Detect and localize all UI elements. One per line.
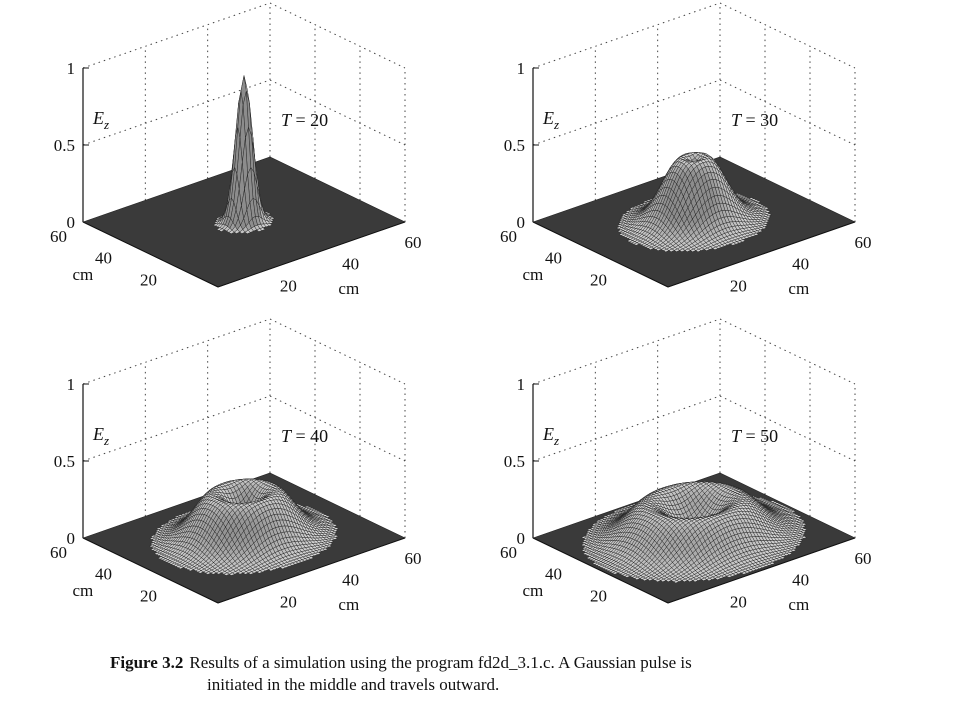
grid-mid-level: [532, 79, 856, 146]
time-label: T = 50: [731, 426, 778, 446]
surface-cell: [218, 228, 225, 232]
z-tick-label: 0.5: [504, 452, 525, 471]
surface-cell: [729, 242, 737, 246]
grid-mid-level: [532, 395, 856, 462]
y-tick-label: 60: [50, 227, 67, 246]
surface-cell: [647, 246, 655, 250]
surface-mesh: [580, 481, 808, 584]
surface-cell: [668, 248, 675, 253]
x-tick-label: 20: [280, 276, 297, 295]
surface-mesh: [148, 478, 340, 576]
x-tick-label: 40: [792, 255, 809, 274]
time-label: T = 40: [281, 426, 328, 446]
right-front-axis: [217, 221, 406, 288]
grid-mid-level: [82, 395, 406, 462]
y-axis-label: cm: [73, 581, 94, 600]
grid-top-back-edges: [532, 318, 856, 385]
y-tick-label: 40: [545, 249, 562, 268]
x-tick-label: 40: [342, 571, 359, 590]
x-axis-label: cm: [338, 279, 359, 298]
z-tick-label: 0: [67, 213, 76, 232]
grid-mid-level: [82, 79, 406, 146]
surface-cell: [712, 246, 719, 250]
y-tick-label: 60: [500, 227, 517, 246]
surface-cell: [695, 248, 702, 253]
surface-cell: [679, 248, 686, 252]
x-tick-label: 20: [280, 592, 297, 611]
time-label: T = 30: [731, 110, 778, 130]
z-tick-label: 0.5: [504, 136, 525, 155]
grid-top-back-edges: [532, 2, 856, 69]
y-tick-label: 20: [140, 586, 157, 605]
surface-cell: [684, 248, 691, 252]
z-tick-label: 0.5: [54, 452, 75, 471]
x-tick-label: 40: [342, 255, 359, 274]
z-axis-label: Ez: [92, 424, 109, 448]
y-tick-label: 20: [590, 270, 607, 289]
y-tick-label: 20: [140, 270, 157, 289]
grid-top-back-edges: [82, 318, 406, 385]
surface-cell: [633, 242, 640, 246]
z-tick-label: 1: [517, 375, 526, 394]
surface-mesh: [615, 152, 773, 253]
surface-cell: [655, 247, 662, 251]
surface-cell: [244, 230, 251, 234]
x-tick-label: 20: [730, 276, 747, 295]
surface-mesh: [212, 75, 276, 234]
right-front-axis: [667, 221, 856, 288]
left-front-axis: [82, 221, 219, 288]
z-tick-label: 1: [67, 59, 76, 78]
left-front-axis: [532, 221, 669, 288]
y-axis-label: cm: [73, 265, 94, 284]
chart-panel-3: 1 0.5 0 Ez T = 40 60 40 20 20 40 60 cm cm: [50, 318, 422, 614]
surface-cell: [673, 248, 681, 252]
grid-top-back-edges: [82, 2, 406, 69]
z-tick-label: 0: [67, 529, 76, 548]
surface-cell: [703, 247, 711, 251]
x-tick-label: 60: [405, 549, 422, 568]
x-axis-label: cm: [788, 279, 809, 298]
time-label: T = 20: [281, 110, 328, 130]
surface-cell: [689, 248, 697, 253]
z-tick-label: 0.5: [54, 136, 75, 155]
x-axis-label: cm: [338, 595, 359, 614]
chart-panel-1: 1 0.5 0 Ez T = 20 60 40 20 20 40 60 cm cm: [50, 2, 422, 298]
surface-cell: [228, 230, 235, 234]
z-tick-label: 0: [517, 529, 526, 548]
z-tick-label: 0: [517, 213, 526, 232]
surface-cell: [256, 228, 263, 232]
z-axis-label: Ez: [542, 108, 559, 132]
y-axis-label: cm: [523, 265, 544, 284]
surface-cell: [239, 229, 246, 234]
chart-panel-2: 1 0.5 0 Ez T = 30 60 40 20 20 40 60 cm cm: [500, 2, 872, 298]
z-axis-label: Ez: [92, 108, 109, 132]
surface-cell: [663, 248, 670, 253]
z-tick-label: 1: [517, 59, 526, 78]
y-tick-label: 60: [50, 543, 67, 562]
surface-cell: [233, 229, 241, 234]
y-tick-label: 40: [95, 249, 112, 268]
z-axis-label: Ez: [542, 424, 559, 448]
x-tick-label: 60: [855, 233, 872, 252]
y-tick-label: 40: [95, 565, 112, 584]
z-tick-label: 1: [67, 375, 76, 394]
x-tick-label: 60: [405, 233, 422, 252]
